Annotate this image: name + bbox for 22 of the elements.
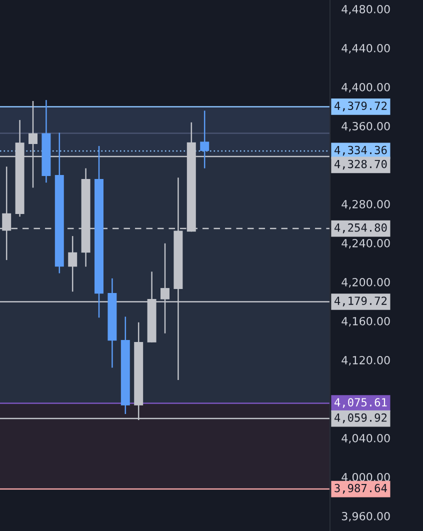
ref-line-label: 4,379.72 — [334, 102, 387, 112]
y-tick-label: 4,360.00 — [342, 122, 390, 132]
candlestick — [68, 235, 78, 292]
y-tick-label: 3,960.00 — [342, 512, 390, 522]
ref-line-label: 4,179.72 — [334, 296, 387, 306]
y-tick-label: 4,000.00 — [342, 472, 390, 482]
ref-line-label: 4,334.36 — [334, 146, 387, 156]
y-tick-label: 4,480.00 — [342, 4, 390, 14]
ref-line-label: 3,987.64 — [334, 484, 387, 494]
ref-line-label: 4,254.80 — [334, 223, 387, 234]
y-tick-label: 4,280.00 — [342, 200, 390, 210]
y-tick-label: 4,160.00 — [342, 316, 390, 326]
ref-line-label: 4,075.61 — [334, 398, 387, 408]
candlestick — [200, 110, 210, 169]
y-tick-label: 4,400.00 — [342, 82, 390, 92]
y-tick-label: 4,120.00 — [342, 356, 390, 366]
y-tick-label: 4,040.00 — [342, 434, 390, 444]
ref-line-label: 4,328.70 — [334, 160, 387, 170]
y-tick-label: 4,440.00 — [342, 44, 390, 54]
ref-line-label: 4,059.92 — [334, 413, 387, 424]
y-tick-label: 4,240.00 — [342, 238, 390, 248]
y-tick-label: 4,200.00 — [342, 278, 390, 288]
